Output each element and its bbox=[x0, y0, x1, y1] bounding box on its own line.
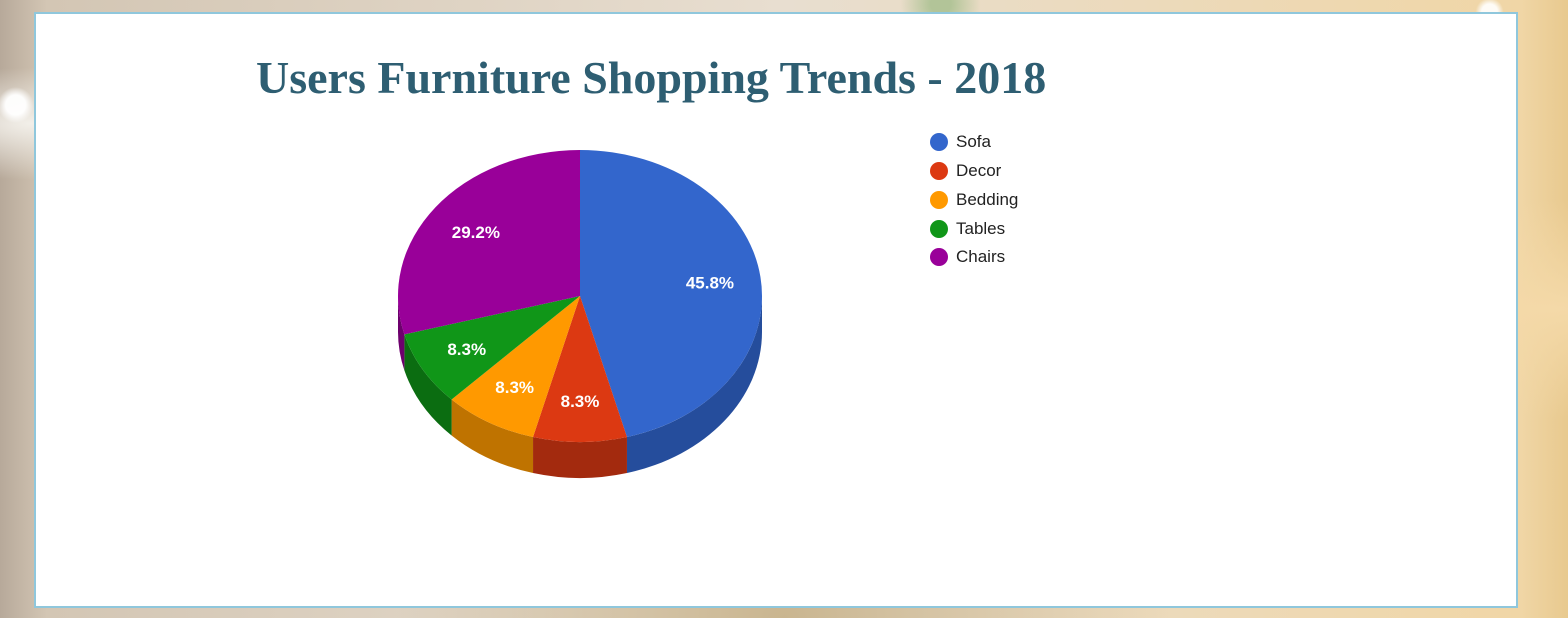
legend-item-sofa[interactable]: Sofa bbox=[930, 128, 1018, 157]
pie-side-sofa bbox=[626, 296, 762, 474]
legend-label: Decor bbox=[956, 161, 1002, 181]
legend-item-bedding[interactable]: Bedding bbox=[930, 186, 1018, 215]
legend-swatch bbox=[930, 248, 948, 267]
legend-label: Bedding bbox=[956, 189, 1019, 209]
pie-slice-tables[interactable] bbox=[404, 296, 580, 400]
pie-label-bedding: 8.3% bbox=[495, 378, 534, 397]
legend-swatch bbox=[930, 133, 948, 152]
pie-labels: 45.8% 8.3% 8.3% 8.3% 29.2% bbox=[447, 223, 734, 411]
legend-label: Sofa bbox=[956, 132, 991, 152]
pie-label-tables: 8.3% bbox=[447, 340, 486, 359]
pie-label-sofa: 45.8% bbox=[686, 273, 734, 292]
legend-swatch bbox=[930, 219, 948, 238]
pie-side-tables bbox=[404, 334, 452, 436]
pie-side-decor bbox=[533, 437, 627, 478]
pie-slice-sofa[interactable] bbox=[580, 150, 763, 438]
pie-slice-bedding[interactable] bbox=[451, 296, 580, 438]
pie-sides bbox=[398, 296, 762, 478]
legend-item-chairs[interactable]: Chairs bbox=[930, 243, 1018, 272]
pie-slices bbox=[397, 150, 763, 442]
pie-side-chairs bbox=[398, 296, 405, 371]
pie-slice-chairs[interactable] bbox=[397, 150, 580, 335]
legend-item-decor[interactable]: Decor bbox=[930, 157, 1018, 186]
pie-chart: 45.8% 8.3% 8.3% 8.3% 29.2% bbox=[397, 150, 763, 478]
legend-label: Chairs bbox=[956, 247, 1006, 267]
pie-side-bedding bbox=[451, 399, 534, 474]
legend-swatch bbox=[930, 162, 948, 181]
legend-swatch bbox=[930, 190, 948, 209]
pie-label-decor: 8.3% bbox=[561, 392, 600, 411]
chart-title: Users Furniture Shopping Trends - 2018 bbox=[256, 52, 1047, 103]
legend-item-tables[interactable]: Tables bbox=[930, 214, 1018, 243]
pie-label-chairs: 29.2% bbox=[452, 223, 500, 242]
chart-legend: Sofa Decor Bedding Tables Chairs bbox=[930, 128, 1018, 272]
legend-label: Tables bbox=[956, 218, 1006, 238]
chart-card: Users Furniture Shopping Trends - 2018 4… bbox=[34, 12, 1518, 608]
pie-slice-decor[interactable] bbox=[533, 296, 627, 442]
